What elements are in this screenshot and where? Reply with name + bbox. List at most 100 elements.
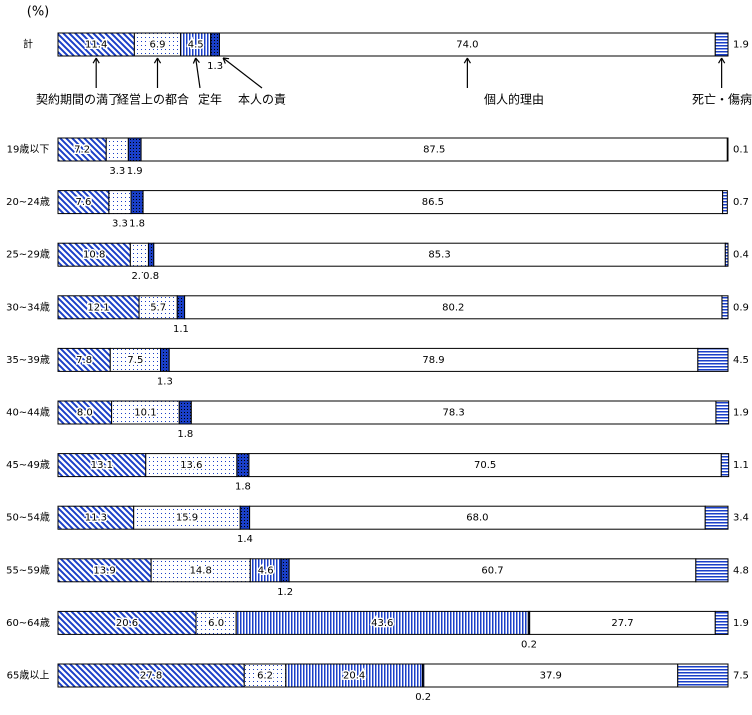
category-label: 50~54歳 — [6, 512, 50, 524]
value-label: 11.4 — [85, 40, 107, 51]
value-label: 37.9 — [540, 671, 562, 682]
value-label: 1.1 — [173, 324, 189, 335]
bar-segment — [176, 295, 186, 320]
value-label: 0.1 — [733, 145, 749, 156]
value-label: 60.7 — [481, 565, 503, 576]
value-label: 2.7 — [131, 271, 147, 282]
value-label: 4.5 — [188, 40, 204, 51]
value-label: 0.2 — [521, 639, 537, 650]
value-label: 78.9 — [422, 355, 444, 366]
value-label: 14.8 — [190, 565, 212, 576]
value-label: 15.9 — [176, 513, 198, 524]
value-label: 0.9 — [733, 302, 749, 313]
bar-segment — [722, 190, 728, 215]
value-label: 80.2 — [442, 302, 464, 313]
value-label: 1.8 — [129, 219, 145, 230]
bar-segment — [677, 663, 729, 688]
value-label: 74.0 — [456, 40, 478, 51]
value-label: 85.3 — [428, 250, 450, 261]
legend-arrow — [222, 57, 263, 89]
bar-segment — [724, 242, 729, 267]
category-label: 45~49歳 — [6, 459, 50, 471]
value-label: 3.3 — [112, 219, 128, 230]
legend-arrowhead — [718, 57, 726, 64]
value-label: 70.5 — [474, 460, 496, 471]
value-label: 5.7 — [150, 302, 166, 313]
bar-segment — [726, 137, 729, 162]
value-label: 87.5 — [423, 145, 445, 156]
value-label: 1.9 — [733, 618, 749, 629]
value-label: 20.6 — [116, 618, 138, 629]
value-label: 10.8 — [83, 250, 105, 261]
value-label: 13.9 — [93, 565, 115, 576]
legend-arrowhead — [222, 57, 230, 64]
value-label: 1.9 — [127, 166, 143, 177]
value-label: 4.5 — [733, 355, 749, 366]
value-label: 13.1 — [91, 460, 113, 471]
value-label: 7.2 — [74, 145, 90, 156]
bar-segment — [127, 137, 142, 162]
value-label: 6.0 — [208, 618, 224, 629]
value-label: 20.4 — [343, 671, 365, 682]
value-label: 7.5 — [127, 355, 143, 366]
value-label: 0.7 — [733, 197, 749, 208]
legend-label: 契約期間の満了 — [36, 92, 120, 107]
bar-segment — [714, 610, 729, 635]
value-label: 3.3 — [109, 166, 125, 177]
bar-segment — [130, 190, 144, 215]
value-label: 27.7 — [611, 618, 633, 629]
category-label: 計 — [23, 38, 33, 51]
bar-segment — [280, 558, 290, 583]
bar-segment — [178, 400, 192, 425]
value-label: 0.8 — [143, 271, 159, 282]
value-label: 8.0 — [77, 408, 93, 419]
value-label: 4.6 — [258, 565, 274, 576]
bar-segment — [239, 505, 251, 530]
value-label: 78.3 — [443, 408, 465, 419]
category-label: 19歳以下 — [7, 144, 50, 156]
bar-segment — [160, 347, 170, 372]
legend-label: 経営上の都合 — [117, 92, 189, 107]
bar-segment — [721, 295, 729, 320]
category-label: 30~34歳 — [6, 301, 50, 313]
value-label: 1.2 — [277, 587, 293, 598]
value-label: 1.9 — [733, 40, 749, 51]
value-label: 6.2 — [257, 671, 273, 682]
category-label: 55~59歳 — [6, 564, 50, 576]
legend-arrowhead — [153, 57, 162, 64]
legend-arrowhead — [92, 57, 100, 64]
value-label: 27.8 — [140, 671, 162, 682]
legend-label: 定年 — [198, 92, 222, 107]
value-label: 7.5 — [733, 671, 749, 682]
value-label: 1.1 — [733, 460, 749, 471]
bar-segment — [714, 32, 729, 57]
category-label: 40~44歳 — [6, 407, 50, 419]
value-label: 1.3 — [157, 376, 173, 387]
category-label: 65歳以上 — [7, 670, 50, 682]
value-label: 7.6 — [76, 197, 92, 208]
value-label: 1.3 — [207, 61, 223, 72]
legend-label: 個人的理由 — [484, 92, 544, 107]
value-label: 1.4 — [237, 534, 253, 545]
bar-segment — [697, 347, 729, 372]
value-label: 11.3 — [85, 513, 107, 524]
unit-label: (%) — [27, 5, 50, 20]
bar-segment — [108, 190, 132, 215]
bar-segment — [695, 558, 729, 583]
value-label: 3.4 — [733, 513, 749, 524]
value-label: 1.8 — [177, 429, 193, 440]
legend-label: 本人の責 — [238, 93, 286, 107]
value-label: 0.4 — [733, 250, 749, 261]
legend-arrow — [195, 57, 201, 89]
category-label: 35~39歳 — [6, 354, 50, 366]
bar-segment — [720, 453, 730, 478]
value-label: 12.1 — [87, 302, 109, 313]
bar-segment — [704, 505, 729, 530]
value-label: 68.0 — [466, 513, 488, 524]
value-label: 6.9 — [150, 40, 166, 51]
value-label: 86.5 — [422, 197, 444, 208]
legend-arrowhead — [192, 57, 200, 64]
value-label: 4.8 — [733, 565, 749, 576]
value-label: 1.9 — [733, 408, 749, 419]
